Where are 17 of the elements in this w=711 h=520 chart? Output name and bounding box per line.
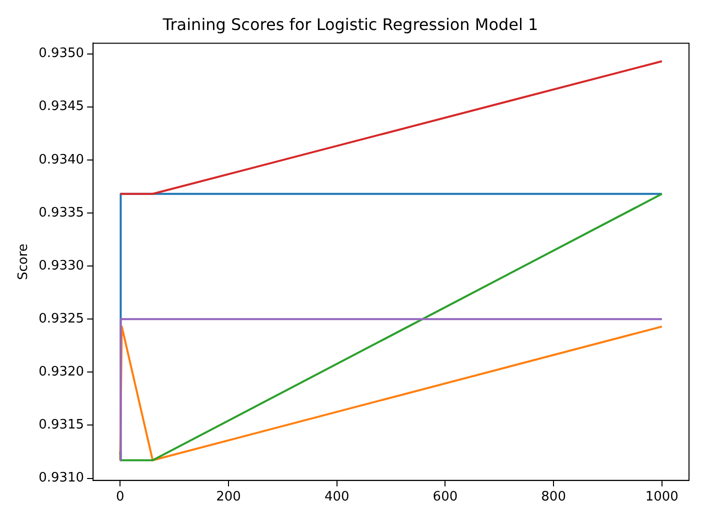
x-tick-label: 600 <box>432 490 458 505</box>
y-tick-label: 0.9320 <box>38 364 84 380</box>
x-tick-label: 200 <box>216 490 241 505</box>
x-tick-label: 400 <box>324 490 350 505</box>
y-tick-label: 0.9325 <box>38 311 84 326</box>
y-tick-label: 0.9345 <box>38 99 84 114</box>
y-tick-label: 0.9350 <box>38 46 84 62</box>
x-tick-label: 0 <box>116 490 124 505</box>
x-tick-label: 800 <box>541 490 566 505</box>
y-tick-label: 0.9340 <box>38 152 84 168</box>
y-tick-label: 0.9310 <box>38 470 84 486</box>
y-tick-label: 0.9315 <box>38 418 84 433</box>
y-tick-label: 0.9335 <box>38 205 84 220</box>
y-axis-title: Score <box>16 244 32 280</box>
x-tick-label: 1000 <box>645 490 678 505</box>
chart-title: Training Scores for Logistic Regression Model 1 <box>162 14 538 34</box>
y-tick-label: 0.9330 <box>38 258 84 274</box>
